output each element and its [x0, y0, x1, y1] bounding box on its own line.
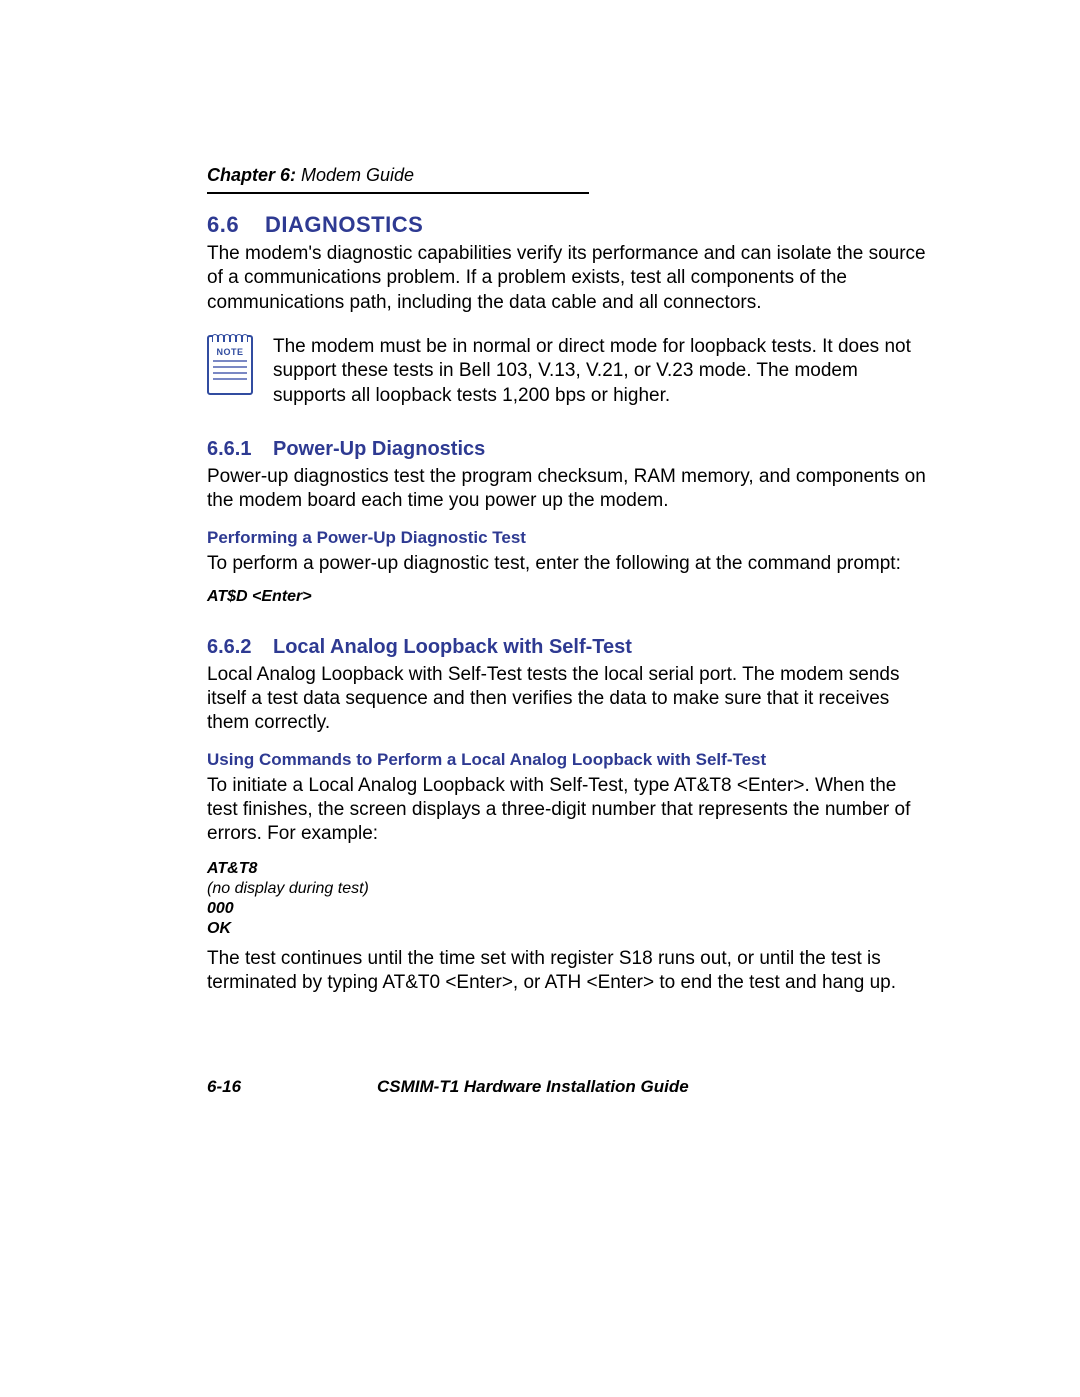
code-line-3: 000: [207, 899, 930, 919]
page-footer: 6-16 CSMIM-T1 Hardware Installation Guid…: [207, 1077, 925, 1097]
code-line-1: AT&T8: [207, 859, 930, 879]
note-block: NOTE The modem must be in normal or dire…: [207, 335, 930, 408]
section-body-6-6: The modem's diagnostic capabilities veri…: [207, 242, 930, 315]
sub-heading-6-6-1: Performing a Power-Up Diagnostic Test: [207, 528, 930, 548]
section-number: 6.6: [207, 212, 265, 238]
footer-doc-title: CSMIM-T1 Hardware Installation Guide: [377, 1077, 689, 1097]
trailing-body-6-6-2: The test continues until the time set wi…: [207, 947, 930, 996]
sub-body-6-6-1: To perform a power-up diagnostic test, e…: [207, 552, 930, 576]
page-content: Chapter 6: Modem Guide 6.6DIAGNOSTICS Th…: [0, 0, 1080, 995]
footer-page-number: 6-16: [207, 1077, 241, 1096]
code-6-6-1: AT$D <Enter>: [207, 588, 930, 606]
sub-body-6-6-2: To initiate a Local Analog Loopback with…: [207, 774, 930, 847]
note-icon: NOTE: [207, 335, 253, 395]
section-number: 6.6.2: [207, 636, 273, 659]
note-text: The modem must be in normal or direct mo…: [273, 335, 930, 408]
header-rule: [207, 192, 589, 194]
code-block-6-6-2: AT&T8 (no display during test) 000 OK: [207, 859, 930, 939]
section-title: DIAGNOSTICS: [265, 212, 423, 237]
section-body-6-6-1: Power-up diagnostics test the program ch…: [207, 465, 930, 514]
section-heading-6-6-2: 6.6.2Local Analog Loopback with Self-Tes…: [207, 636, 930, 659]
section-title: Power-Up Diagnostics: [273, 438, 485, 460]
chapter-label: Chapter 6:: [207, 165, 296, 185]
section-body-6-6-2: Local Analog Loopback with Self-Test tes…: [207, 663, 930, 736]
section-number: 6.6.1: [207, 438, 273, 461]
note-icon-lines: [212, 360, 248, 380]
note-spiral: [212, 339, 248, 346]
sub-heading-6-6-2: Using Commands to Perform a Local Analog…: [207, 750, 930, 770]
chapter-header: Chapter 6: Modem Guide: [207, 165, 930, 186]
note-icon-label: NOTE: [212, 347, 248, 357]
section-title: Local Analog Loopback with Self-Test: [273, 636, 632, 658]
section-heading-6-6: 6.6DIAGNOSTICS: [207, 212, 930, 238]
code-line-4: OK: [207, 919, 930, 939]
code-line-2: (no display during test): [207, 879, 930, 899]
chapter-title: Modem Guide: [296, 165, 414, 185]
section-heading-6-6-1: 6.6.1Power-Up Diagnostics: [207, 438, 930, 461]
